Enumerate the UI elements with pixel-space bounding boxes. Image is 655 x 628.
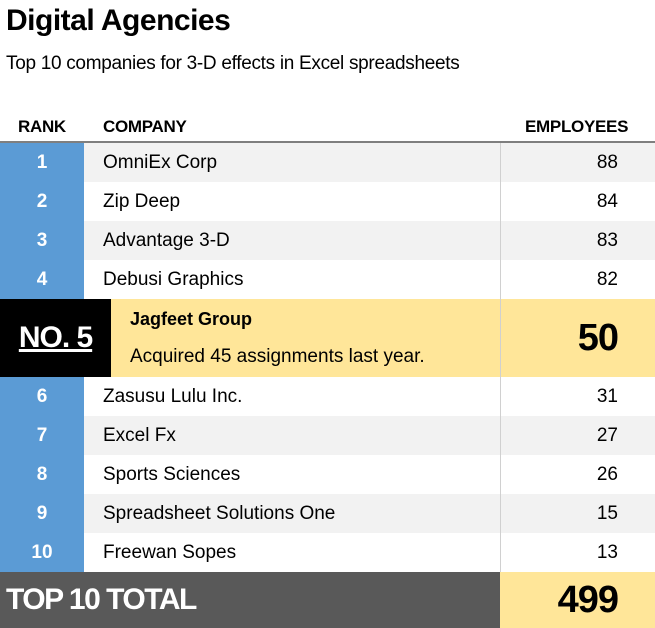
highlight-note: Acquired 45 assignments last year. [130, 346, 425, 367]
highlight-employees: 50 [500, 299, 655, 377]
employees-cell: 84 [500, 182, 655, 221]
total-row: TOP 10 TOTAL 499 [0, 572, 655, 628]
rank-cell: 10 [0, 533, 84, 572]
table-row: 8 Sports Sciences 26 [0, 455, 655, 494]
table-row: 2 Zip Deep 84 [0, 182, 655, 221]
table-row: 10 Freewan Sopes 13 [0, 533, 655, 572]
company-cell: Sports Sciences [84, 455, 500, 494]
highlight-row: NO. 5 Jagfeet Group Acquired 45 assignme… [0, 299, 655, 377]
employees-cell: 13 [500, 533, 655, 572]
table-row: 3 Advantage 3-D 83 [0, 221, 655, 260]
header-rank: RANK [18, 117, 66, 136]
page-title: Digital Agencies [6, 4, 231, 37]
company-cell: Freewan Sopes [84, 533, 500, 572]
employees-cell: 15 [500, 494, 655, 533]
highlight-rank-badge: NO. 5 [0, 299, 111, 377]
company-cell: Spreadsheet Solutions One [84, 494, 500, 533]
rank-cell: 3 [0, 221, 84, 260]
company-cell: Debusi Graphics [84, 260, 500, 299]
rank-cell: 8 [0, 455, 84, 494]
header-company: COMPANY [103, 117, 187, 136]
company-cell: Zasusu Lulu Inc. [84, 377, 500, 416]
header-divider [0, 141, 655, 143]
highlight-company: Jagfeet Group [130, 309, 253, 329]
employees-cell: 27 [500, 416, 655, 455]
company-cell: Advantage 3-D [84, 221, 500, 260]
rank-cell: 4 [0, 260, 84, 299]
table-row: 4 Debusi Graphics 82 [0, 260, 655, 299]
table-row: 7 Excel Fx 27 [0, 416, 655, 455]
employees-cell: 83 [500, 221, 655, 260]
company-cell: OmniEx Corp [84, 143, 500, 182]
rank-cell: 9 [0, 494, 84, 533]
employees-cell: 31 [500, 377, 655, 416]
table-row: 9 Spreadsheet Solutions One 15 [0, 494, 655, 533]
employees-cell: 82 [500, 260, 655, 299]
table-row: 1 OmniEx Corp 88 [0, 143, 655, 182]
rank-cell: 2 [0, 182, 84, 221]
header-employees: EMPLOYEES [525, 117, 629, 136]
rank-cell: 6 [0, 377, 84, 416]
company-cell: Excel Fx [84, 416, 500, 455]
table-row: 6 Zasusu Lulu Inc. 31 [0, 377, 655, 416]
total-label: TOP 10 TOTAL [0, 572, 500, 628]
company-cell: Zip Deep [84, 182, 500, 221]
rank-cell: 7 [0, 416, 84, 455]
total-value: 499 [500, 572, 655, 628]
employees-cell: 26 [500, 455, 655, 494]
rank-cell: 1 [0, 143, 84, 182]
employees-cell: 88 [500, 143, 655, 182]
page-subtitle: Top 10 companies for 3-D effects in Exce… [6, 53, 460, 74]
